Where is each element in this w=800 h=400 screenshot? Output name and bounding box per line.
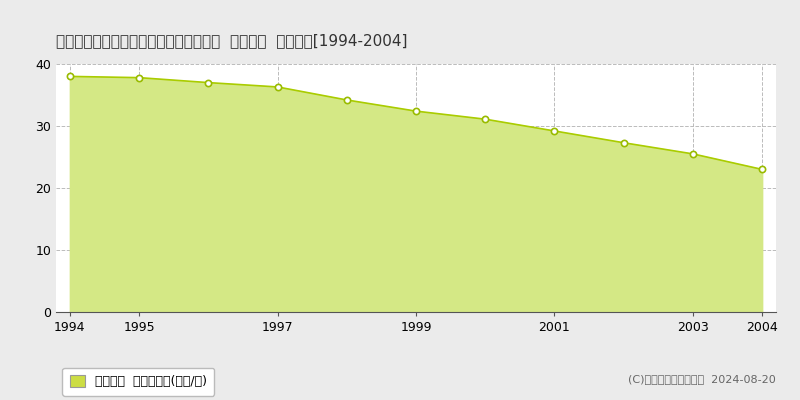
Legend: 地価公示  平均坪単価(万円/坪): 地価公示 平均坪単価(万円/坪) (62, 368, 214, 396)
Text: 岐阜県各務原市つつじが丘５丁目１０番  地価公示  地価推移[1994-2004]: 岐阜県各務原市つつじが丘５丁目１０番 地価公示 地価推移[1994-2004] (56, 33, 407, 48)
Text: (C)土地価格ドットコム  2024-08-20: (C)土地価格ドットコム 2024-08-20 (628, 374, 776, 384)
